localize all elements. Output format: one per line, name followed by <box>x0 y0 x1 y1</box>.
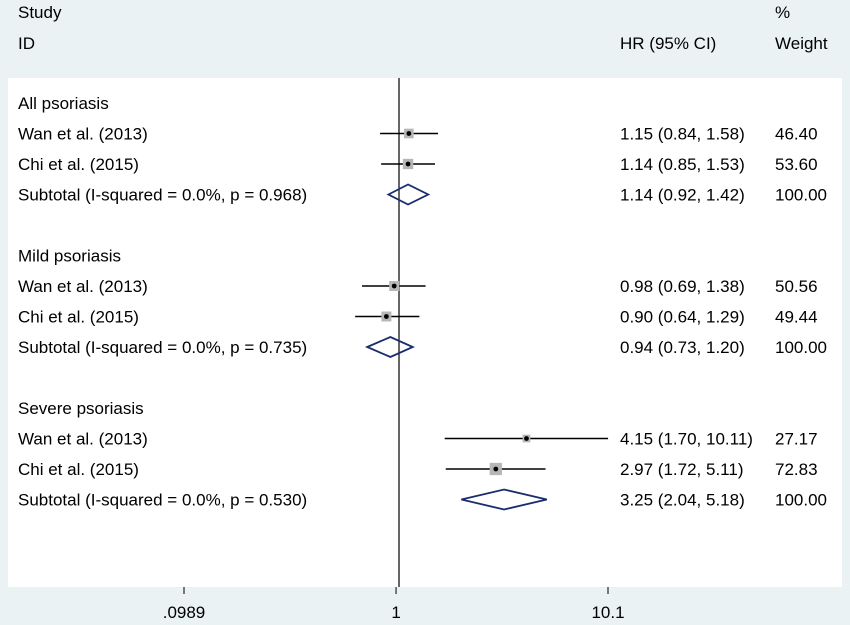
study-name: Chi et al. (2015) <box>18 308 139 327</box>
weight-value: 50.56 <box>775 277 818 296</box>
weight-value: 100.00 <box>775 491 827 510</box>
subtotal-label: Subtotal (I-squared = 0.0%, p = 0.735) <box>18 338 307 357</box>
point-estimate <box>391 283 397 289</box>
x-axis: .0989 1 10.1 <box>163 587 625 622</box>
header-percent: % <box>775 3 790 22</box>
weight-value: 53.60 <box>775 155 818 174</box>
study-row: Chi et al. (2015) 2.97 (1.72, 5.11) 72.83 <box>18 460 818 479</box>
pooled-diamond <box>461 488 548 511</box>
pooled-diamond <box>386 183 431 206</box>
weight-value: 46.40 <box>775 125 818 144</box>
group-label: All psoriasis <box>18 94 109 113</box>
hr-ci-value: 0.90 (0.64, 1.29) <box>620 308 745 327</box>
group-label: Mild psoriasis <box>18 247 121 266</box>
header-hr-ci: HR (95% CI) <box>620 34 716 53</box>
subtotal-row: Subtotal (I-squared = 0.0%, p = 0.530) 3.… <box>18 488 827 511</box>
weight-value: 100.00 <box>775 338 827 357</box>
axis-tick-label: 1 <box>391 603 400 622</box>
study-row: Wan et al. (2013) 1.15 (0.84, 1.58) 46.40 <box>18 125 818 144</box>
hr-ci-value: 1.14 (0.92, 1.42) <box>620 186 745 205</box>
subtotal-row: Subtotal (I-squared = 0.0%, p = 0.968) 1.… <box>18 183 827 206</box>
study-name: Wan et al. (2013) <box>18 430 148 449</box>
header-weight: Weight <box>775 34 828 53</box>
point-estimate <box>383 314 389 319</box>
group-label: Severe psoriasis <box>18 399 144 418</box>
weight-value: 72.83 <box>775 460 818 479</box>
column-headers: Study ID HR (95% CI) % Weight <box>18 3 828 53</box>
study-name: Chi et al. (2015) <box>18 155 139 174</box>
study-name: Wan et al. (2013) <box>18 125 148 144</box>
point-estimate <box>524 436 529 441</box>
pooled-diamond <box>364 336 415 358</box>
header-study: Study <box>18 3 62 22</box>
hr-ci-value: 0.98 (0.69, 1.38) <box>620 277 745 296</box>
hr-ci-value: 1.15 (0.84, 1.58) <box>620 125 745 144</box>
header-id: ID <box>18 34 35 53</box>
axis-tick-label: 10.1 <box>591 603 624 622</box>
axis-tick-label: .0989 <box>163 603 206 622</box>
point-estimate <box>405 161 411 167</box>
hr-ci-value: 4.15 (1.70, 10.11) <box>620 430 753 449</box>
point-estimate <box>406 131 412 136</box>
hr-ci-value: 0.94 (0.73, 1.20) <box>620 338 745 357</box>
hr-ci-value: 2.97 (1.72, 5.11) <box>620 460 744 479</box>
study-name: Chi et al. (2015) <box>18 460 139 479</box>
forest-rows: All psoriasis Wan et al. (2013) 1.15 (0.84… <box>18 94 827 511</box>
subtotal-label: Subtotal (I-squared = 0.0%, p = 0.968) <box>18 186 307 205</box>
point-estimate <box>493 466 499 472</box>
subtotal-row: Subtotal (I-squared = 0.0%, p = 0.735) 0.… <box>18 336 827 358</box>
study-row: Wan et al. (2013) 0.98 (0.69, 1.38) 50.56 <box>18 277 818 296</box>
subtotal-label: Subtotal (I-squared = 0.0%, p = 0.530) <box>18 491 307 510</box>
hr-ci-value: 1.14 (0.85, 1.53) <box>620 155 745 174</box>
study-name: Wan et al. (2013) <box>18 277 148 296</box>
weight-value: 100.00 <box>775 186 827 205</box>
weight-value: 27.17 <box>775 430 818 449</box>
study-row: Chi et al. (2015) 1.14 (0.85, 1.53) 53.60 <box>18 155 818 174</box>
study-row: Chi et al. (2015) 0.90 (0.64, 1.29) 49.44 <box>18 308 818 327</box>
hr-ci-value: 3.25 (2.04, 5.18) <box>620 491 745 510</box>
study-row: Wan et al. (2013) 4.15 (1.70, 10.11) 27.17 <box>18 430 818 449</box>
plot-region <box>8 78 842 587</box>
weight-value: 49.44 <box>775 308 818 327</box>
